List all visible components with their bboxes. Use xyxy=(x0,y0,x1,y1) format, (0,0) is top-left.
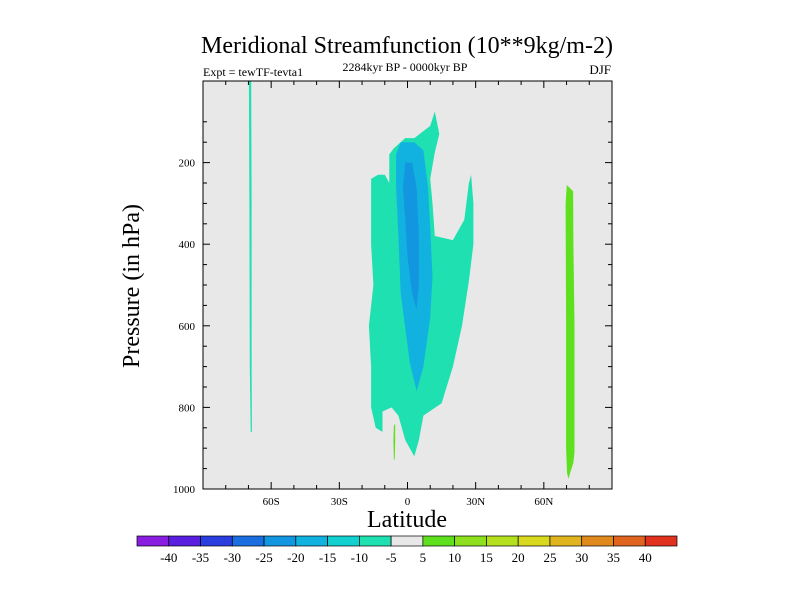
chart-title: Meridional Streamfunction (10**9kg/m-2) xyxy=(201,33,613,59)
colorbar-label: -20 xyxy=(287,550,304,565)
colorbar-swatch xyxy=(581,535,614,547)
colorbar-swatch xyxy=(136,535,170,547)
period-label: 2284kyr BP - 0000kyr BP xyxy=(343,60,468,74)
colorbar-swatch xyxy=(295,535,328,547)
colorbar-swatch xyxy=(231,535,265,547)
axes: 60S 30S 0 30N 60N 200 400 600 800 1000 xyxy=(173,80,613,508)
colorbar-label: -25 xyxy=(255,550,272,565)
colorbar-swatch xyxy=(200,535,233,547)
colorbar-swatch xyxy=(327,535,360,547)
y-tick-label: 200 xyxy=(179,158,196,170)
colorbar-label: -5 xyxy=(386,550,397,565)
colorbar-swatch xyxy=(613,535,646,547)
x-tick-label: 30S xyxy=(331,496,348,508)
colorbar-swatch xyxy=(486,535,519,547)
colorbar-label: -40 xyxy=(160,550,177,565)
sh-high-lat-cell xyxy=(248,81,252,432)
colorbar: -40 -35 -30 -25 -20 -15 -10 -5 5 10 15 20 25 30 35 40 xyxy=(136,535,678,565)
colorbar-swatch xyxy=(644,535,678,547)
colorbar-swatch xyxy=(359,535,392,547)
y-tick-label: 600 xyxy=(179,321,196,333)
colorbar-label: 35 xyxy=(607,550,620,565)
colorbar-swatch xyxy=(390,535,424,547)
text-labels: Meridional Streamfunction (10**9kg/m-2) E… xyxy=(119,33,613,533)
small-positive-cell xyxy=(393,423,396,461)
colorbar-label: -15 xyxy=(319,550,336,565)
y-tick-label: 1000 xyxy=(173,484,196,496)
colorbar-label: 30 xyxy=(575,550,588,565)
colorbar-swatch xyxy=(422,535,455,547)
colorbar-label: 20 xyxy=(512,550,525,565)
colorbar-label: -30 xyxy=(224,550,241,565)
x-tick-label: 0 xyxy=(405,496,411,508)
colorbar-swatch xyxy=(549,535,583,547)
x-tick-label: 30N xyxy=(466,496,485,508)
y-tick-label: 800 xyxy=(179,402,196,414)
y-tick-label: 400 xyxy=(179,239,196,251)
x-tick-label: 60S xyxy=(263,496,280,508)
nh-high-lat-cell xyxy=(565,185,575,479)
colorbar-label: -35 xyxy=(192,550,209,565)
x-axis-label: Latitude xyxy=(367,507,447,533)
colorbar-swatch xyxy=(168,535,201,547)
colorbar-label: 25 xyxy=(543,550,556,565)
colorbar-label: 15 xyxy=(480,550,493,565)
y-axis-label: Pressure (in hPa) xyxy=(119,204,145,368)
plot-area xyxy=(203,81,612,489)
colorbar-label: 40 xyxy=(639,550,652,565)
colorbar-label: 5 xyxy=(420,550,427,565)
colorbar-swatch xyxy=(454,535,487,547)
x-tick-label: 60N xyxy=(534,496,553,508)
tropical-cell-inner xyxy=(403,162,419,310)
colorbar-label: -10 xyxy=(351,550,368,565)
colorbar-label: 10 xyxy=(448,550,461,565)
experiment-label: Expt = tewTF-tevta1 xyxy=(203,65,303,79)
season-label: DJF xyxy=(589,62,611,77)
colorbar-swatch xyxy=(263,535,297,547)
colorbar-swatch xyxy=(517,535,551,547)
